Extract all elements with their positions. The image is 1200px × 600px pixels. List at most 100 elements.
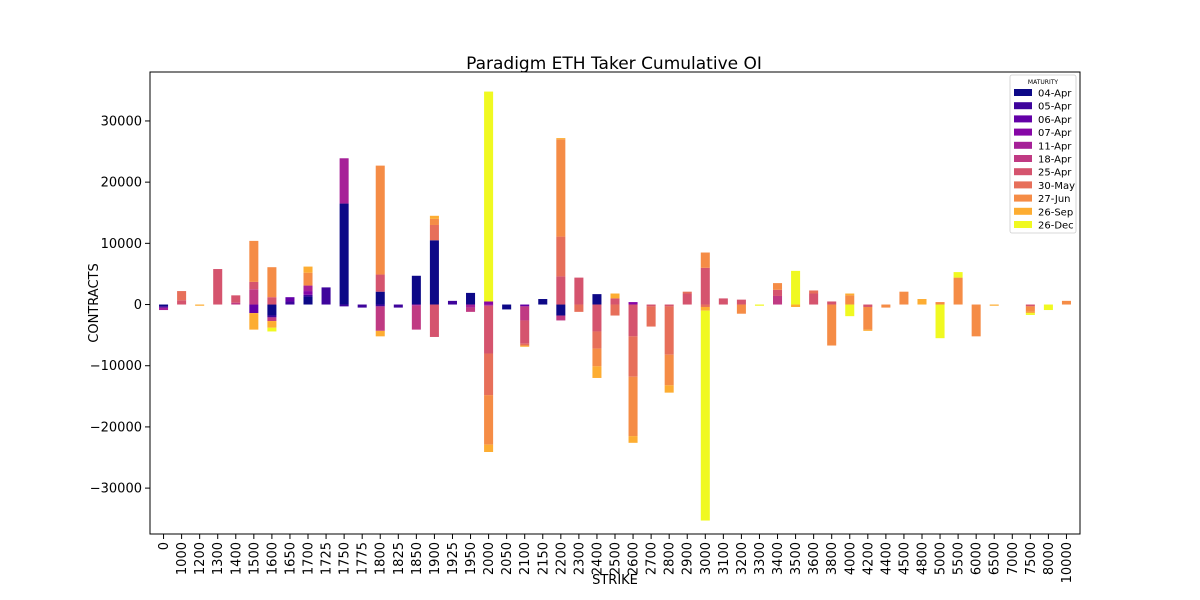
bar-segment	[484, 395, 494, 445]
x-tick-label: 1200	[193, 542, 208, 575]
bar-segment	[574, 277, 584, 305]
x-tick-label: 1300	[211, 542, 226, 575]
legend-swatch	[1014, 102, 1032, 110]
bar-segment	[953, 272, 963, 278]
bar-segment	[321, 287, 331, 305]
bar-segment	[231, 302, 241, 305]
bar-segment	[1025, 304, 1035, 307]
bar-segment	[267, 317, 277, 322]
x-tick-label: 1750	[338, 542, 353, 575]
x-tick-label: 2000	[482, 542, 497, 575]
x-tick-label: 3000	[699, 542, 714, 575]
y-tick-label: −10000	[90, 359, 142, 374]
legend-label: 06-Apr	[1038, 115, 1072, 126]
bar-segment	[411, 275, 421, 305]
bar-segment	[592, 348, 602, 367]
x-tick-label: 3500	[789, 542, 804, 575]
bar-segment	[249, 313, 259, 330]
x-tick-label: 1725	[320, 542, 335, 575]
bar-segment	[429, 304, 439, 337]
x-tick-label: 1850	[410, 542, 425, 575]
x-tick-label: 2150	[536, 542, 551, 575]
bar-segment	[429, 215, 439, 219]
bar-segment	[159, 307, 169, 311]
bar-segment	[484, 301, 494, 305]
bar-segment	[682, 293, 692, 305]
bar-segment	[411, 305, 421, 330]
bar-segment	[845, 295, 855, 305]
bar-segment	[303, 294, 313, 297]
bar-segment	[610, 304, 620, 316]
bar-segment	[773, 283, 783, 290]
bar-segment	[393, 304, 403, 308]
bar-segment	[664, 354, 674, 386]
legend-label: 25-Apr	[1038, 168, 1072, 179]
x-tick-label: 5000	[934, 542, 949, 575]
bar-segment	[971, 304, 981, 337]
bar-segment	[159, 306, 169, 308]
y-tick-label: 20000	[101, 176, 142, 191]
legend-swatch	[1014, 207, 1032, 215]
x-tick-label: 10000	[1060, 542, 1075, 583]
x-tick-label: 7500	[1024, 542, 1039, 575]
bar-segment	[863, 304, 873, 307]
y-axis: −30000 −20000 −10000 0 10000 20000 30000	[90, 114, 150, 497]
x-tick-label: 8000	[1042, 542, 1057, 575]
bar-segment	[899, 291, 909, 305]
legend-swatch	[1014, 155, 1032, 162]
bar-segment	[285, 301, 295, 305]
x-tick-label: 1800	[374, 542, 389, 575]
bar-segment	[357, 304, 367, 308]
y-tick-label: 10000	[101, 237, 142, 252]
bar-segment	[520, 320, 530, 344]
legend-swatch	[1014, 115, 1032, 123]
bar-segment	[935, 304, 945, 339]
x-tick-label: 1500	[247, 542, 262, 575]
legend-label: 26-Sep	[1038, 207, 1073, 218]
x-tick-label: 3600	[807, 542, 822, 575]
bar-segment	[664, 385, 674, 393]
bar-segment	[556, 139, 566, 237]
x-tick-label: 2500	[609, 542, 624, 575]
bar-segment	[484, 304, 494, 306]
bar-segment	[303, 285, 313, 292]
bar-segment	[303, 291, 313, 295]
bar-segment	[935, 302, 945, 305]
bar-segment	[375, 274, 385, 292]
bar-segment	[466, 307, 476, 312]
x-tick-label: 1925	[446, 542, 461, 575]
x-tick-label: 2300	[572, 542, 587, 575]
bar-segment	[303, 266, 313, 273]
bar-segment	[267, 267, 277, 298]
x-tick-label: 5500	[952, 542, 967, 575]
bar-segment	[989, 304, 999, 306]
bar-segment	[231, 295, 241, 303]
bar-segment	[1043, 304, 1053, 311]
bar-segment	[827, 304, 837, 346]
bar-segment	[736, 304, 746, 314]
y-tick-label: 0	[134, 298, 142, 313]
bar-segment	[791, 270, 801, 305]
x-tick-label: 4500	[897, 542, 912, 575]
y-tick-label: −30000	[90, 482, 142, 497]
bar-segment	[177, 291, 187, 301]
bar-segment	[754, 304, 764, 306]
bar-segment	[1025, 306, 1035, 312]
bar-segment	[484, 305, 494, 354]
x-tick-label: 2400	[590, 542, 605, 575]
x-tick-label: 1900	[428, 542, 443, 575]
bar-segment	[863, 329, 873, 331]
bar-segment	[520, 345, 530, 347]
x-tick-label: 2700	[645, 542, 660, 575]
bars-layer	[159, 91, 1071, 521]
bar-segment	[700, 304, 710, 307]
bar-segment	[791, 304, 801, 307]
bar-segment	[827, 301, 837, 305]
x-tick-label: 1600	[265, 542, 280, 575]
bar-segment	[375, 304, 385, 307]
bar-segment	[195, 304, 205, 306]
x-tick-label: 2050	[500, 542, 515, 575]
bar-segment	[520, 304, 530, 307]
bar-segment	[700, 252, 710, 268]
